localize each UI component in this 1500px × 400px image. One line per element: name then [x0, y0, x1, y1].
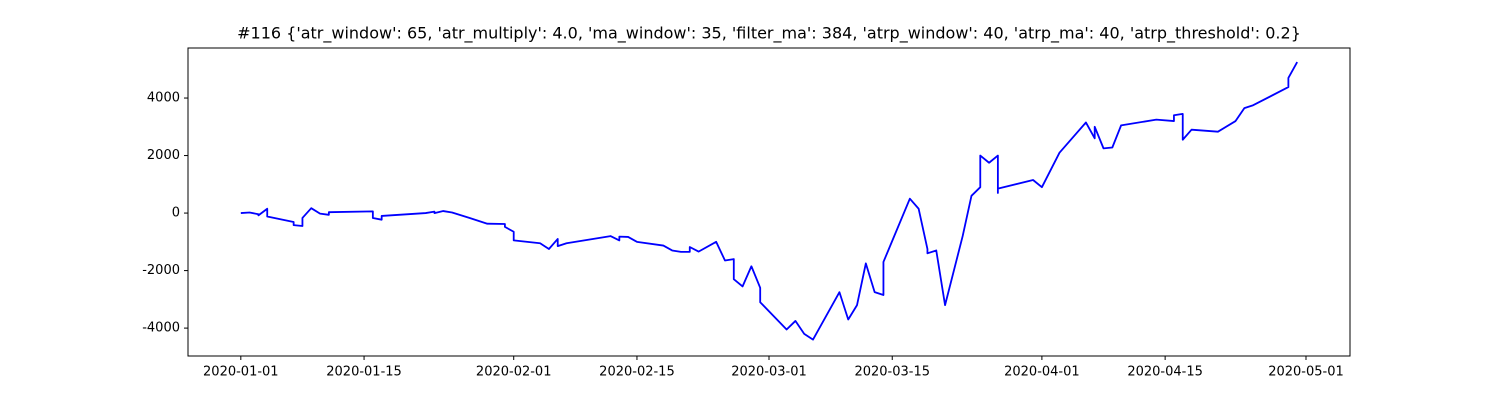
y-tick-label: 4000	[147, 91, 180, 106]
x-tick-label: 2020-02-01	[476, 365, 552, 380]
x-tick-label: 2020-01-01	[203, 365, 279, 380]
line-series	[240, 61, 1298, 341]
x-tick-label: 2020-04-01	[1004, 365, 1080, 380]
x-tick-label: 2020-03-01	[731, 365, 807, 380]
y-tick-label: -2000	[142, 263, 180, 278]
x-tick-label: 2020-03-15	[854, 365, 930, 380]
y-tick-label: 0	[172, 206, 180, 221]
x-tick-label: 2020-01-15	[326, 365, 402, 380]
y-tick-label: -4000	[142, 321, 180, 336]
axes-frame	[187, 47, 1351, 357]
x-tick-label: 2020-04-15	[1127, 365, 1203, 380]
x-tick-label: 2020-02-15	[599, 365, 675, 380]
chart-title: #116 {'atr_window': 65, 'atr_multiply': …	[237, 24, 1301, 44]
x-tick-label: 2020-05-01	[1268, 365, 1344, 380]
y-tick-label: 2000	[147, 148, 180, 163]
